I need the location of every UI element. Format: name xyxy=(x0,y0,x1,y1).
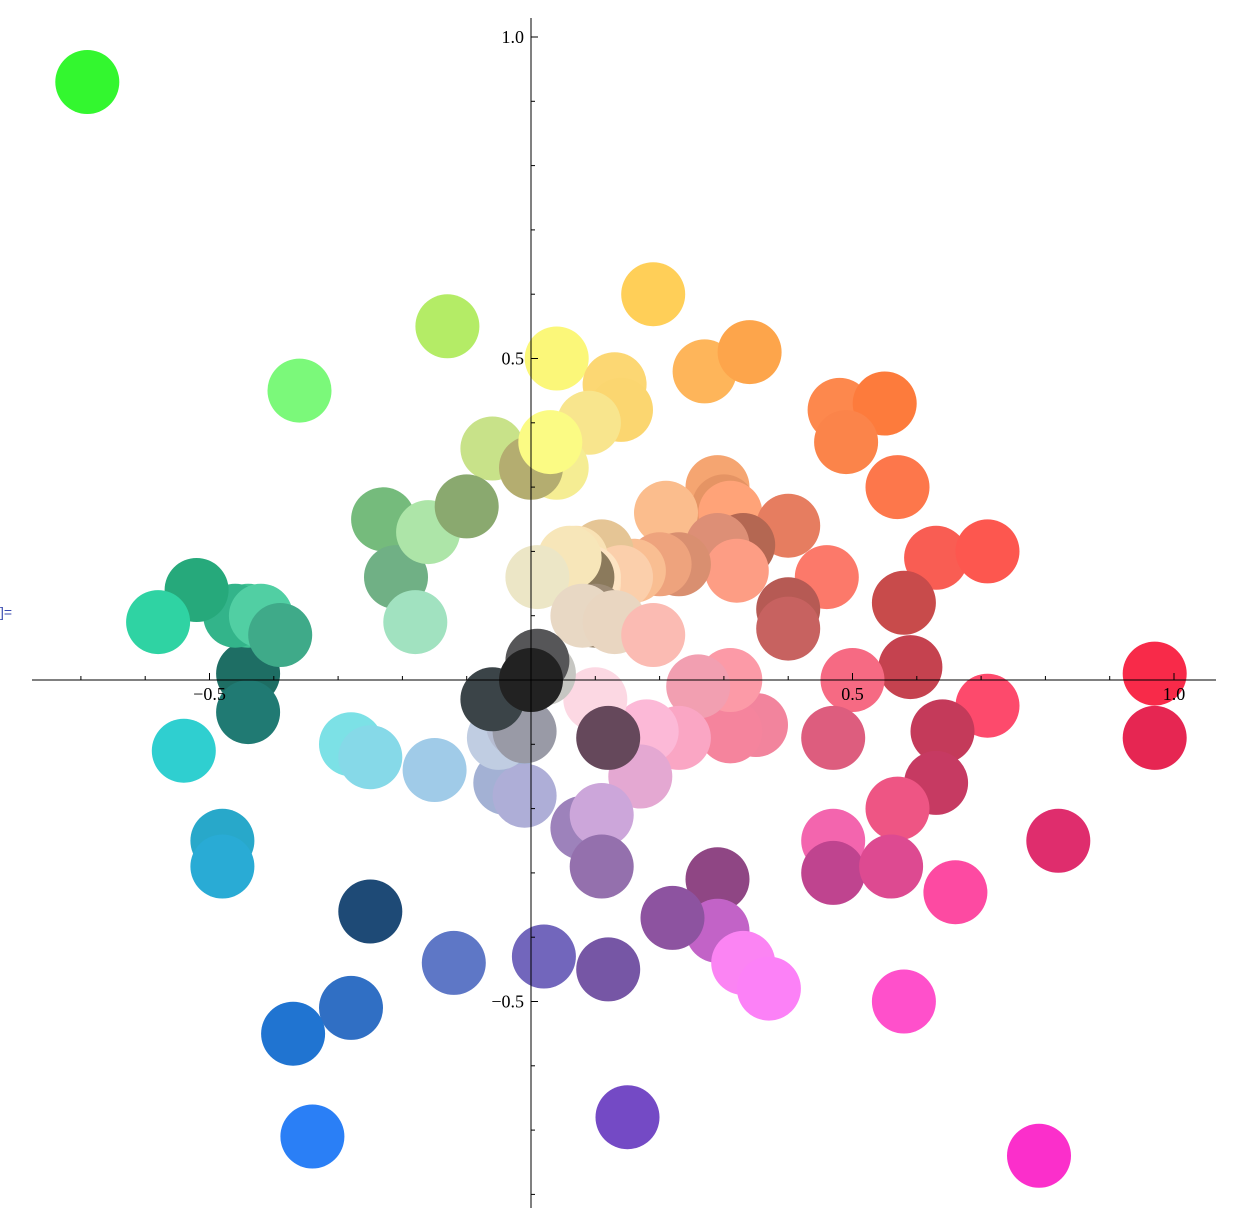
cell-output-marker: ]= xyxy=(0,604,13,620)
y-tick-label-1: 0.5 xyxy=(502,349,525,369)
x-tick-label-2: 1.0 xyxy=(1163,684,1186,704)
data-point-93 xyxy=(338,725,403,790)
data-point-66 xyxy=(576,705,641,770)
data-point-43 xyxy=(904,525,969,590)
data-point-87 xyxy=(261,1001,326,1066)
data-point-68 xyxy=(801,840,866,905)
data-point-82 xyxy=(569,834,634,899)
data-point-94 xyxy=(402,738,467,802)
data-point-6 xyxy=(717,320,782,385)
data-point-84 xyxy=(421,930,486,995)
data-point-26 xyxy=(704,538,769,603)
data-point-116 xyxy=(434,474,499,539)
data-point-81 xyxy=(569,783,634,847)
data-point-56 xyxy=(1026,808,1091,873)
data-point-17 xyxy=(814,410,879,475)
data-point-83 xyxy=(511,924,576,989)
data-point-77 xyxy=(640,885,705,950)
data-point-2 xyxy=(415,294,480,359)
data-point-45 xyxy=(871,570,936,635)
data-point-14 xyxy=(518,410,583,475)
data-point-109 xyxy=(248,603,313,667)
data-point-55 xyxy=(865,776,930,841)
data-point-3 xyxy=(524,326,589,391)
data-point-22 xyxy=(634,480,698,545)
data-point-111 xyxy=(126,590,191,655)
data-point-61 xyxy=(666,654,731,719)
data-point-41 xyxy=(621,603,686,667)
x-tick-label-0: −0.5 xyxy=(193,684,226,704)
y-tick-label-2: −0.5 xyxy=(491,992,524,1012)
data-point-0 xyxy=(55,50,120,114)
data-point-76 xyxy=(736,956,801,1021)
data-point-53 xyxy=(910,699,975,764)
data-point-48 xyxy=(878,635,943,700)
data-point-51 xyxy=(1122,705,1187,770)
data-point-47 xyxy=(756,596,821,661)
data-point-44 xyxy=(955,519,1020,584)
data-point-72 xyxy=(1007,1123,1071,1188)
data-point-91 xyxy=(151,718,216,783)
data-point-90 xyxy=(190,834,255,899)
axes: −0.5 0.5 1.0 1.0 0.5 −0.5 xyxy=(32,18,1216,1208)
data-point-4 xyxy=(621,262,686,327)
data-point-88 xyxy=(280,1104,345,1169)
data-point-73 xyxy=(685,847,750,912)
data-point-96 xyxy=(492,763,557,828)
points-layer xyxy=(55,50,1187,1188)
data-point-37 xyxy=(505,545,570,610)
data-point-70 xyxy=(923,860,988,925)
data-point-71 xyxy=(871,969,936,1034)
x-tick-label-1: 0.5 xyxy=(841,684,864,704)
data-point-85 xyxy=(338,879,403,944)
data-point-18 xyxy=(865,455,930,520)
data-point-105 xyxy=(216,680,281,745)
data-point-1 xyxy=(267,358,332,423)
data-point-114 xyxy=(383,590,448,655)
y-tick-label-0: 1.0 xyxy=(502,27,525,47)
data-point-50 xyxy=(1122,641,1187,706)
data-point-59 xyxy=(698,699,763,764)
data-point-57 xyxy=(801,705,866,770)
data-point-78 xyxy=(576,937,641,1002)
data-point-86 xyxy=(319,975,383,1040)
data-point-79 xyxy=(595,1085,660,1150)
data-point-69 xyxy=(859,834,924,899)
